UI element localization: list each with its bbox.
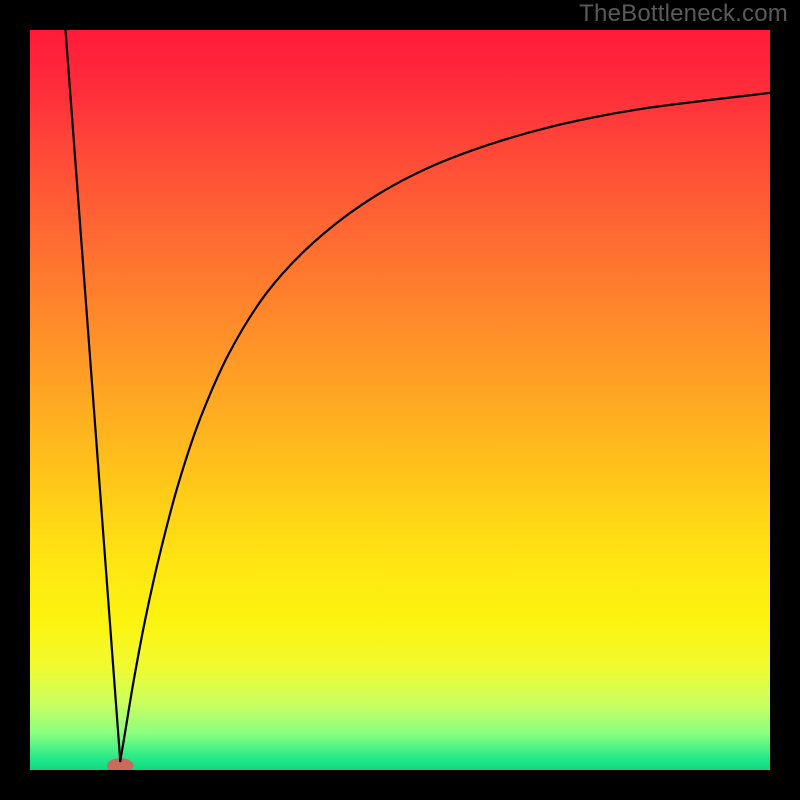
chart-background [30, 30, 770, 770]
watermark-label: TheBottleneck.com [579, 0, 788, 28]
chart-plot-area [30, 30, 770, 770]
chart-svg [30, 30, 770, 770]
